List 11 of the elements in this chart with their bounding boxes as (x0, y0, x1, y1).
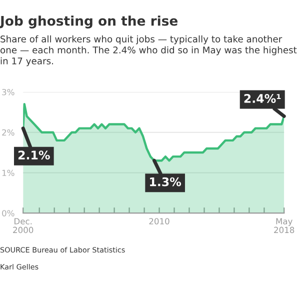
y-tick-label: 1% (2, 170, 14, 176)
y-tick-label: 0% (2, 210, 14, 216)
y-tick-label: 2% (2, 129, 14, 136)
annotation: 1.3% (150, 177, 182, 186)
y-tick-label: 3% (2, 88, 14, 96)
x-tick-label: Dec. 2000 (13, 218, 34, 234)
x-tick-label: May 2018 (274, 218, 294, 234)
annotation: 2.1% (18, 150, 50, 160)
annotation: 2.4%¹ (244, 94, 281, 103)
chart-subtitle: Share of all workers who quit jobs — typically to take another one — each month. The 2.4% who did so in May was the highest in 17 years. (0, 35, 297, 66)
x-tick-label: 2010 (149, 218, 170, 224)
